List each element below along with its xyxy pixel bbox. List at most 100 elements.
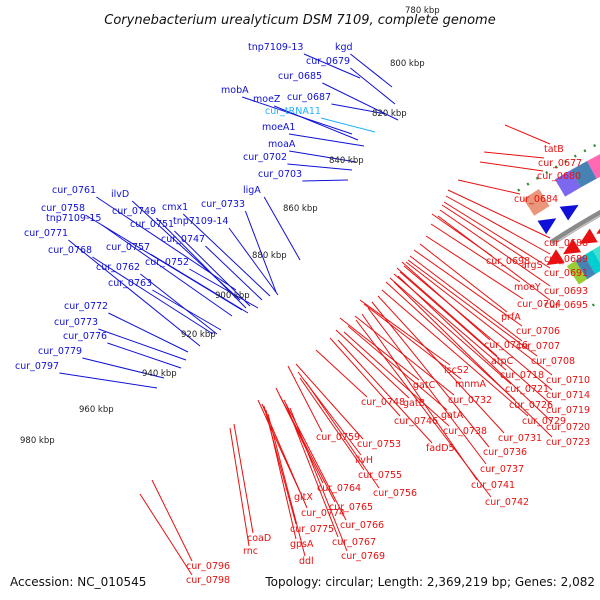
reverse-gene-connector (413, 249, 523, 327)
reverse-gene-connector (405, 261, 553, 376)
reverse-gene-connector (479, 161, 544, 172)
reverse-gene-label: cur_0742 (485, 497, 529, 508)
reverse-gene-label: cur_0716 (484, 340, 528, 351)
reverse-gene-connector (339, 317, 420, 381)
reverse-gene-label: cur_0698 (486, 256, 530, 267)
kbp-tick-label: 820 kbp (372, 109, 407, 119)
forward-gene-connector (302, 179, 349, 182)
reverse-gene-label: argS (521, 260, 543, 271)
reverse-gene-label: cur_0708 (531, 356, 575, 367)
reverse-gene-connector (439, 209, 551, 287)
forward-gene-connector (228, 227, 279, 296)
forward-gene-label: cur_0733 (201, 199, 245, 210)
reverse-cog-band (575, 255, 596, 280)
reverse-gene-connector (337, 339, 433, 444)
reverse-gene-label: cur_0765 (329, 502, 373, 513)
forward-gene-label: cur_0751 (130, 219, 174, 230)
reverse-gene-connector (443, 201, 551, 269)
reverse-cog-band (592, 245, 600, 263)
reverse-gene-label: cur_0756 (373, 488, 417, 499)
forward-gene-label: cur_0772 (64, 301, 108, 312)
reverse-gene-connector (371, 301, 490, 448)
kbp-tick-label: 780 kbp (405, 6, 440, 16)
reverse-cds-arrow (546, 249, 565, 266)
reverse-gene-connector (437, 215, 551, 301)
forward-gene-label: cur_0768 (48, 245, 92, 256)
forward-gene-label: cur_0763 (108, 278, 152, 289)
forward-gene-label: cur_0687 (287, 92, 331, 103)
kbp-tick-label: 940 kbp (142, 369, 177, 379)
reverse-gene-label: cur_0737 (480, 464, 524, 475)
forward-gene-connector (288, 133, 365, 147)
forward-gene-label: moeZ (253, 94, 281, 105)
reverse-gene-label: cur_0759 (316, 432, 360, 443)
reverse-gene-connector (305, 381, 380, 489)
reverse-gene-label: cur_0774 (301, 508, 345, 519)
reverse-gene-label: cur_0753 (357, 439, 401, 450)
reverse-gene-label: cur_0706 (516, 326, 560, 337)
kbp-tick-label: 800 kbp (390, 59, 425, 69)
reverse-gene-label: gatA (441, 410, 464, 421)
forward-gene-label: cur_0747 (161, 234, 205, 245)
reverse-gene-label: cur_0720 (546, 422, 590, 433)
reverse-gene-label: cur_0710 (546, 375, 590, 386)
forward-gene-connector (320, 117, 376, 133)
reverse-gene-label: cur_0707 (516, 341, 560, 352)
forward-gene-label: cur_0797 (15, 361, 59, 372)
reverse-gene-connector (396, 267, 498, 357)
reverse-gene-connector (504, 124, 551, 145)
reverse-gene-label: cur_0677 (538, 158, 582, 169)
forward-gene-connector (150, 253, 249, 314)
forward-gene-label: tnp7109-13 (248, 42, 303, 53)
forward-gene-label: cur_0773 (54, 317, 98, 328)
reverse-gene-label: cur_0798 (186, 575, 230, 586)
forward-gene-connector (189, 268, 259, 309)
forward-gene-connector (303, 53, 361, 79)
forward-gene-label: kgd (335, 42, 353, 53)
reverse-gene-connector (399, 271, 553, 406)
reverse-gene-label: cur_0721 (505, 384, 549, 395)
accession-text: Accession: NC_010545 (10, 575, 146, 589)
forward-gene-label: moaA (268, 139, 296, 150)
forward-cds-arrow (559, 204, 579, 221)
reverse-gene-connector (457, 179, 521, 195)
reverse-gene-label: cur_0766 (340, 520, 384, 531)
reverse-cds-arrow (596, 228, 600, 234)
forward-gene-label: cur_0703 (258, 169, 302, 180)
reverse-gene-connector (139, 493, 193, 576)
forward-gene-connector (152, 289, 222, 331)
forward-gene-label: cur_0757 (106, 242, 150, 253)
forward-gene-connector (263, 196, 301, 261)
reverse-gene-label: gatB (403, 398, 425, 409)
forward-cog-band (523, 189, 550, 216)
reverse-gene-label: cur_0723 (546, 437, 590, 448)
reverse-gene-label: cur_0775 (290, 524, 334, 535)
forward-gene-connector (244, 210, 277, 293)
reverse-gene-connector (315, 349, 368, 398)
forward-gene-label: cur_0779 (38, 346, 82, 357)
kbp-tick-label: 860 kbp (283, 204, 318, 214)
reverse-gene-label: cur_0680 (537, 171, 581, 182)
forward-gene-label: cmx1 (162, 202, 188, 213)
forward-gene-connector (140, 273, 218, 335)
forward-gene-label: cur_0679 (306, 56, 350, 67)
forward-gene-connector (289, 150, 357, 163)
reverse-gene-label: cur_0726 (509, 400, 553, 411)
kbp-tick-label: 880 kbp (252, 251, 287, 261)
reverse-cds-arrow (579, 228, 598, 244)
forward-gene-label: ligA (243, 185, 261, 196)
forward-gene-connector (174, 230, 251, 307)
genome-ring (517, 141, 600, 307)
reverse-gene-connector (397, 275, 553, 423)
forward-cds-arrow (537, 218, 557, 235)
forward-cog-band (587, 154, 600, 179)
reverse-gene-connector (381, 289, 529, 417)
reverse-gene-connector (430, 223, 521, 283)
reverse-gene-label: cur_0769 (341, 551, 385, 562)
forward-gene-connector (59, 372, 158, 389)
reverse-gene-connector (343, 331, 450, 427)
reverse-gene-label: atpC (491, 356, 514, 367)
reverse-cog-band (566, 260, 588, 285)
